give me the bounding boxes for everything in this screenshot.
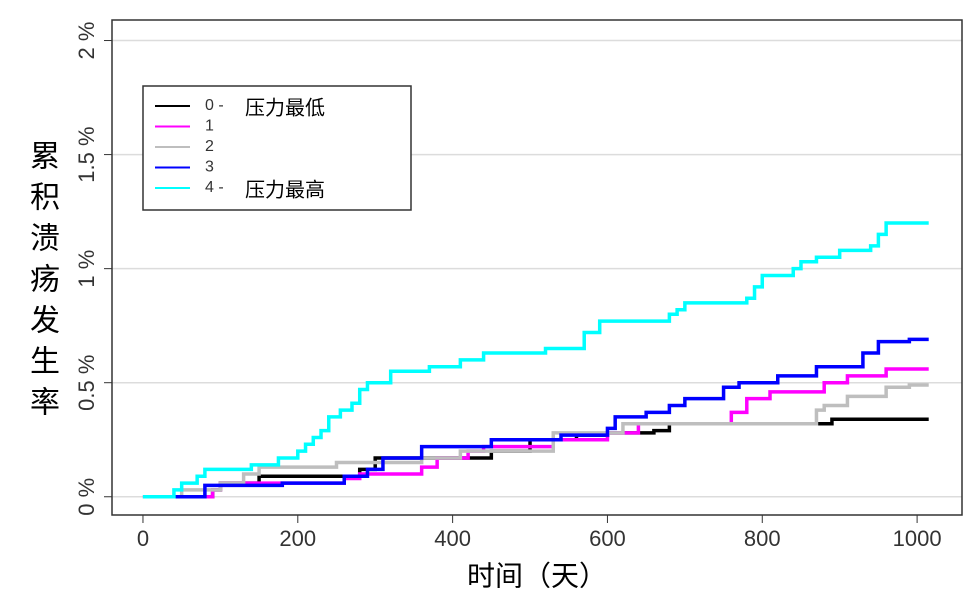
y-axis-label: 累积溃疡发生率	[24, 140, 60, 427]
x-tick-label: 1000	[893, 526, 942, 551]
y-tick-label: 1 %	[74, 250, 99, 288]
legend-note: 压力最低	[245, 96, 325, 120]
legend-label: 4 -	[205, 179, 224, 196]
x-tick-label: 0	[137, 526, 149, 551]
legend-label: 1	[205, 118, 214, 135]
step-line	[142, 337, 929, 499]
legend-note: 压力最高	[245, 178, 325, 202]
legend-label: 0 -	[205, 97, 224, 114]
x-tick-label: 200	[279, 526, 316, 551]
y-tick-label: 2 %	[74, 22, 99, 60]
y-tick-label: 0 %	[74, 478, 99, 516]
legend-label: 3	[205, 159, 214, 176]
y-tick-label: 1.5 %	[74, 126, 99, 182]
x-axis-label: 时间（天）	[467, 560, 607, 593]
step-line	[142, 221, 929, 499]
x-tick-label: 400	[434, 526, 471, 551]
x-tick-label: 600	[589, 526, 626, 551]
x-tick-label: 800	[744, 526, 781, 551]
y-tick-label: 0.5 %	[74, 355, 99, 411]
plot-frame	[111, 19, 963, 516]
legend-label: 2	[205, 138, 214, 155]
step-line	[142, 383, 929, 499]
